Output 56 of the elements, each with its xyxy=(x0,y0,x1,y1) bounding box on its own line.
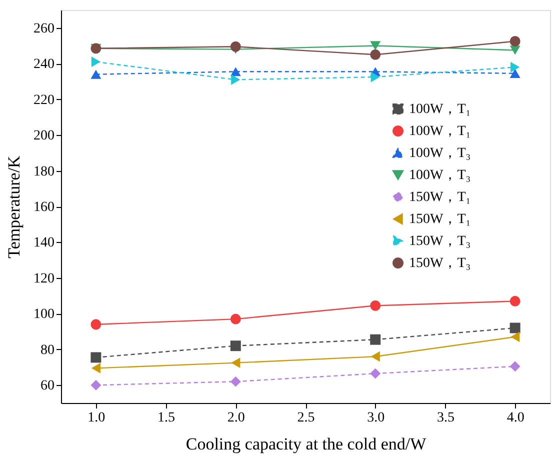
legend-label: 100W，T₁ xyxy=(409,124,471,139)
point xyxy=(230,67,241,76)
point xyxy=(510,36,520,46)
y-tick-label: 220 xyxy=(34,92,54,108)
point xyxy=(370,72,380,82)
point xyxy=(370,368,381,379)
point xyxy=(231,358,240,368)
point xyxy=(510,68,520,78)
y-tick-label: 140 xyxy=(34,236,54,251)
legend-label: 100W，T₁ xyxy=(409,102,471,117)
x-tick-label: 3.5 xyxy=(436,410,454,426)
y-tick-label: 100 xyxy=(34,307,54,322)
y-axis-title: Temperature/K xyxy=(4,154,24,258)
x-tick-label: 3.0 xyxy=(367,410,385,426)
point xyxy=(90,70,102,79)
point xyxy=(90,380,102,390)
point xyxy=(230,41,241,52)
point xyxy=(90,352,102,363)
point xyxy=(370,41,381,50)
y-tick-label: 180 xyxy=(34,164,54,180)
legend-label: 150W，T₃ xyxy=(409,234,471,249)
x-tick-label: 4.0 xyxy=(506,410,524,426)
point xyxy=(230,376,241,387)
x-tick-label: 1.5 xyxy=(158,410,176,426)
legend-label: 150W，T₃ xyxy=(409,256,471,271)
y-tick-label: 160 xyxy=(34,200,54,215)
point xyxy=(510,332,520,342)
point xyxy=(510,296,520,306)
legend-label: 100W，T₃ xyxy=(409,146,471,161)
point xyxy=(230,340,241,352)
point xyxy=(510,62,520,72)
point xyxy=(370,334,381,345)
legend-label: 150W，T₁ xyxy=(409,212,471,227)
legend-label: 100W，T₃ xyxy=(409,168,471,183)
point xyxy=(231,74,240,85)
point xyxy=(91,362,100,374)
point xyxy=(91,56,100,68)
y-tick-label: 200 xyxy=(34,128,54,144)
x-axis-title: Cooling capacity at the cold end/W xyxy=(186,434,428,454)
point xyxy=(370,351,380,362)
point xyxy=(370,49,381,60)
point xyxy=(370,300,381,311)
point xyxy=(510,322,520,334)
y-tick-label: 60 xyxy=(40,378,54,394)
point xyxy=(510,361,520,372)
x-tick-label: 2.0 xyxy=(227,410,245,426)
y-tick-label: 260 xyxy=(34,21,54,36)
x-tick-label: 2.5 xyxy=(297,410,315,426)
y-tick-label: 240 xyxy=(34,57,54,72)
point xyxy=(510,46,520,55)
y-tick-label: 80 xyxy=(40,342,54,358)
y-tick-label: 120 xyxy=(34,271,54,286)
point xyxy=(230,314,241,324)
legend-label: 150W，T₁ xyxy=(409,190,471,205)
x-tick-label: 1.0 xyxy=(88,410,106,426)
point xyxy=(90,319,102,330)
